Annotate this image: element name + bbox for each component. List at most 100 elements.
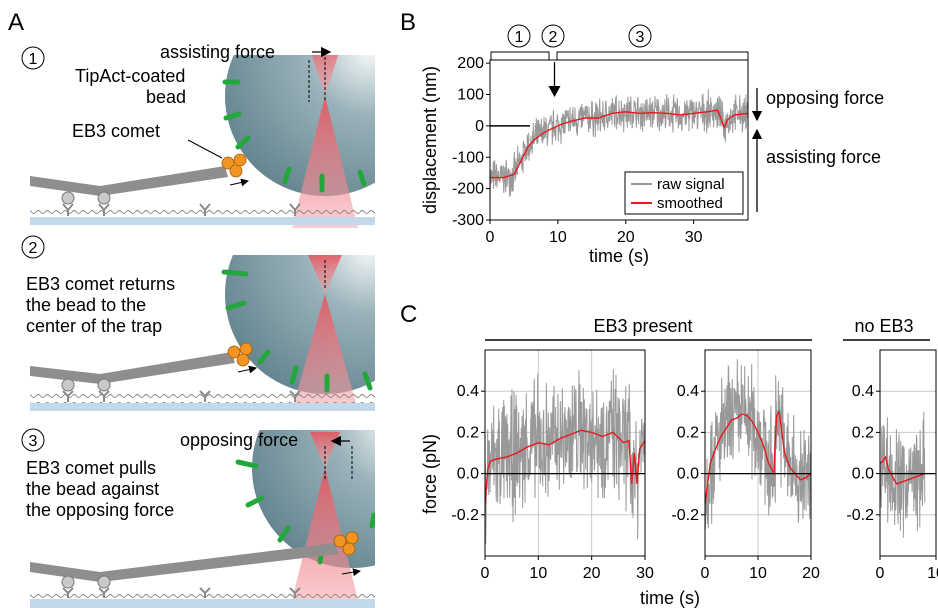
plot-area xyxy=(880,411,926,538)
panel-b-letter: B xyxy=(400,9,416,36)
x-axis-label: time (s) xyxy=(589,246,649,266)
x-tick-label: 10 xyxy=(927,565,938,582)
y-tick-label: 200 xyxy=(457,55,484,72)
plot-frame xyxy=(484,349,646,557)
eb3-comet-label: EB3 comet xyxy=(72,121,160,141)
panel-a-letter: A xyxy=(8,9,24,36)
microtubule xyxy=(30,166,228,196)
plot-area xyxy=(485,368,645,545)
motion-arrow xyxy=(237,365,257,374)
raw-signal-trace xyxy=(705,359,811,530)
y-tick-label: 0.2 xyxy=(852,424,874,441)
smoothed-trace xyxy=(490,109,748,179)
phase-3: 3 xyxy=(556,24,749,60)
eb3-present-label: EB3 present xyxy=(593,316,692,336)
tipact-label-line-2: bead xyxy=(146,87,186,107)
y-tick-label: -0.2 xyxy=(846,507,874,524)
event-arrow-head xyxy=(548,86,561,97)
legend-label-smoothed: smoothed xyxy=(657,195,723,212)
svg-text:3: 3 xyxy=(636,29,645,46)
panel-b: B 1 2 3 0 10 20 30 -300 -200 -100 0 100 200 displa… xyxy=(400,9,884,266)
x-tick-label: 30 xyxy=(685,229,703,246)
y-tick-label: 0.0 xyxy=(677,466,699,483)
panel-c-letter: C xyxy=(400,301,417,328)
x-tick-label: 20 xyxy=(583,565,601,582)
panel-a-step-1: assisting force 1 TipAct-coated bead EB3… xyxy=(21,42,375,228)
y-tick-label: 0.4 xyxy=(677,383,699,400)
surface-3 xyxy=(30,575,375,608)
x-tick-label: 0 xyxy=(876,565,885,582)
force-chart-2: 0 10 20 0.4 0.2 0.0 -0.2 xyxy=(671,349,820,582)
laser-beam xyxy=(292,294,358,410)
step-1-circled-number: 1 xyxy=(21,46,45,70)
laser-beam-top xyxy=(311,55,339,96)
plot-frame xyxy=(489,59,749,221)
y-tick-label: -100 xyxy=(452,149,484,166)
y-tick-label: 100 xyxy=(457,87,484,104)
y-tick-label: 0.2 xyxy=(457,424,479,441)
legend: raw signal smoothed xyxy=(624,171,744,215)
step-3-text-1: EB3 comet pulls xyxy=(26,458,156,478)
step-3-text-2: the bead against xyxy=(26,479,159,499)
panel-c: C EB3 present no EB3 force (pN) time (s)… xyxy=(400,301,938,608)
tipact-rods xyxy=(221,269,373,393)
tipact-label-line-1: TipAct-coated xyxy=(75,66,185,86)
y-tick-label: 0.4 xyxy=(852,383,874,400)
displacement-chart: 0 10 20 30 -300 -200 -100 0 100 200 displacement (… xyxy=(420,55,749,266)
force-chart-3: 0 10 0.4 0.2 0.0 -0.2 xyxy=(846,349,938,582)
svg-text:1: 1 xyxy=(29,51,38,68)
assisting-force-side-label: assisting force xyxy=(766,147,881,167)
panel-a: A assisting force xyxy=(8,9,375,608)
svg-text:3: 3 xyxy=(29,433,38,450)
y-tick-label: 0.2 xyxy=(677,424,699,441)
eb3-comet xyxy=(221,153,247,178)
y-tick-label: -200 xyxy=(452,181,484,198)
laser-beam xyxy=(290,468,360,608)
surface-2 xyxy=(30,378,375,411)
y-tick-label: 0.0 xyxy=(852,466,874,483)
y-tick-label: 0.0 xyxy=(457,466,479,483)
x-tick-label: 10 xyxy=(549,229,567,246)
phase-brackets: 1 2 3 xyxy=(490,24,749,60)
phase-2: 2 xyxy=(541,24,565,48)
svg-text:2: 2 xyxy=(549,29,558,46)
x-tick-label: 0 xyxy=(701,565,710,582)
step-2-circled-number: 2 xyxy=(21,235,45,259)
no-eb3-label: no EB3 xyxy=(854,316,913,336)
x-tick-label: 0 xyxy=(486,229,495,246)
x-tick-label: 20 xyxy=(617,229,635,246)
eb3-comet xyxy=(333,531,359,556)
motion-arrow xyxy=(341,568,361,577)
raw-signal-trace xyxy=(490,89,748,199)
y-axis-label: displacement (nm) xyxy=(420,66,440,214)
microtubule xyxy=(30,543,338,582)
x-tick-label: 0 xyxy=(481,565,490,582)
step-2-text-3: center of the trap xyxy=(26,316,162,336)
phase-1: 1 xyxy=(490,24,550,60)
step-3-text-3: the opposing force xyxy=(26,500,174,520)
legend-box xyxy=(624,171,744,215)
smoothed-trace xyxy=(705,409,811,505)
step-3-circled-number: 3 xyxy=(21,428,45,452)
x-tick-label: 30 xyxy=(636,565,654,582)
panel-a-step-3: opposing force 3 EB3 comet pulls the bea… xyxy=(21,428,375,608)
y-tick-label: -0.2 xyxy=(451,507,479,524)
step-2-text-2: the bead to the xyxy=(26,295,146,315)
y-tick-label: -0.2 xyxy=(671,507,699,524)
y-tick-label: 0 xyxy=(475,118,484,135)
laser-beam xyxy=(292,96,358,228)
step-2-text-1: EB3 comet returns xyxy=(26,274,175,294)
opposing-force-side-label: opposing force xyxy=(766,88,884,108)
opposing-force-label: opposing force xyxy=(180,430,298,450)
y-tick-label: 0.4 xyxy=(457,383,479,400)
panel-c-x-label: time (s) xyxy=(640,588,700,608)
eb3-comet-pointer xyxy=(187,139,223,159)
svg-text:2: 2 xyxy=(29,240,38,257)
x-tick-label: 10 xyxy=(529,565,547,582)
plot-area xyxy=(490,89,748,199)
panel-a-step-2: 2 EB3 comet returns the bead to the cent… xyxy=(21,235,375,411)
panel-c-y-label: force (pN) xyxy=(420,434,440,514)
x-tick-label: 10 xyxy=(749,565,767,582)
svg-text:1: 1 xyxy=(515,29,524,46)
